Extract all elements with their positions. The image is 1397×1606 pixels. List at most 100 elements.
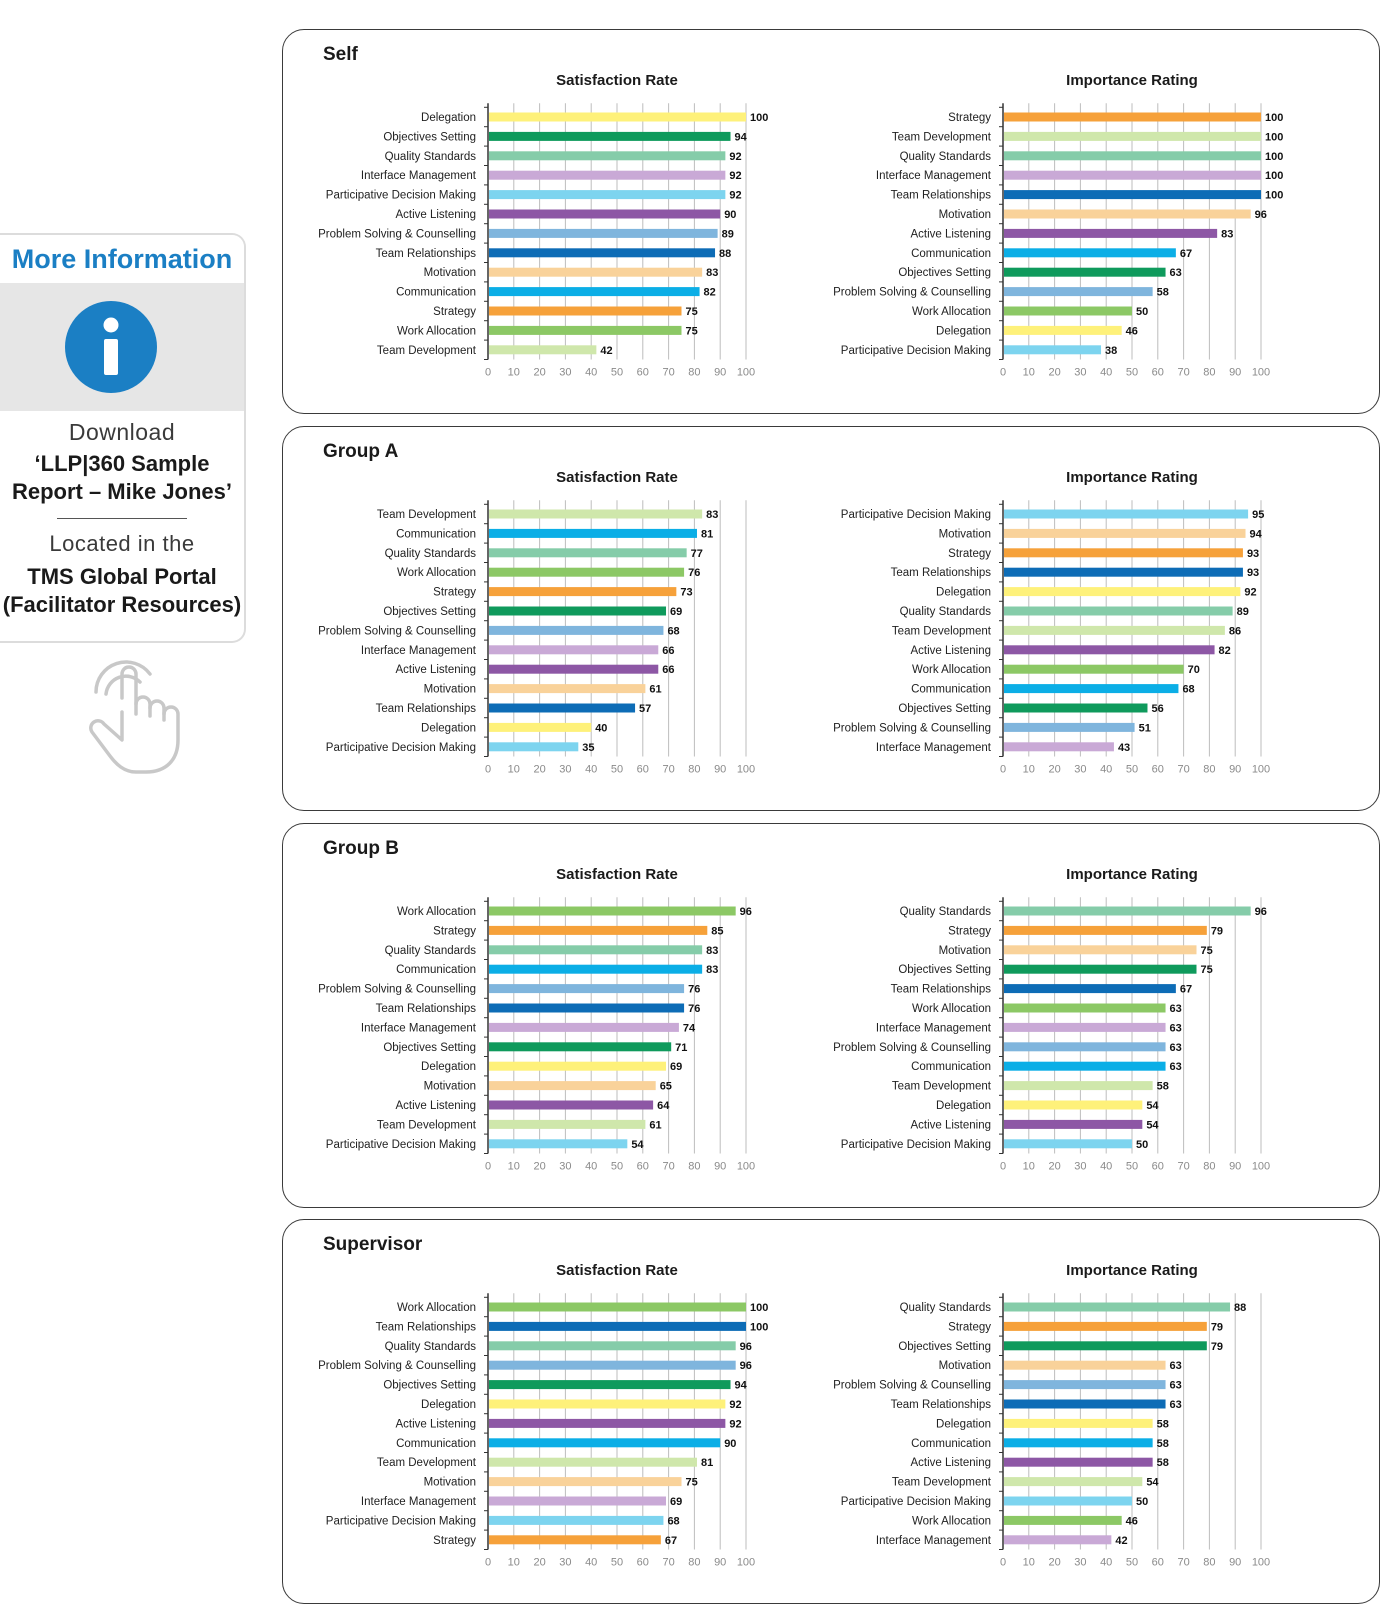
value-label: 100 xyxy=(750,112,768,124)
category-label: Objectives Setting xyxy=(383,1380,476,1392)
value-label: 83 xyxy=(1221,228,1233,240)
value-label: 61 xyxy=(649,684,661,696)
bar-communication xyxy=(1004,1061,1166,1071)
category-label: Objectives Setting xyxy=(898,267,991,279)
bar-participative-decision-making xyxy=(489,1139,628,1149)
tick-label: 20 xyxy=(533,367,545,379)
report-name-link[interactable]: ‘LLP|360 Sample Report – Mike Jones’ xyxy=(11,451,233,504)
category-label: Communication xyxy=(396,528,476,540)
category-label: Active Listening xyxy=(910,1119,991,1131)
category-label: Participative Decision Making xyxy=(841,1496,991,1508)
tick-label: 50 xyxy=(611,1557,623,1569)
value-label: 100 xyxy=(750,1321,768,1333)
bar-team-development xyxy=(1004,131,1261,141)
bar-interface-management xyxy=(1004,170,1261,180)
chart-title: Satisfaction Rate xyxy=(556,469,678,486)
category-label: Motivation xyxy=(939,209,991,221)
bar-motivation xyxy=(1004,945,1197,955)
value-label: 66 xyxy=(662,664,674,676)
bar-active-listening xyxy=(489,664,659,674)
tick-label: 0 xyxy=(485,367,491,379)
bar-strategy xyxy=(489,306,682,316)
bar-problem-solving-and-counselling xyxy=(489,228,718,238)
category-label: Participative Decision Making xyxy=(326,1515,476,1527)
self-panel: Self Satisfaction Rate 0 10 20 30 40 50 60 70 80 9… xyxy=(282,29,1380,414)
bar-quality-standards xyxy=(1004,1302,1231,1312)
category-label: Team Development xyxy=(377,509,477,521)
category-label: Problem Solving & Counselling xyxy=(318,1360,476,1372)
bar-motivation xyxy=(1004,528,1246,538)
category-label: Work Allocation xyxy=(912,664,991,676)
value-label: 74 xyxy=(683,1022,696,1034)
category-label: Problem Solving & Counselling xyxy=(833,722,991,734)
tick-label: 10 xyxy=(508,764,520,776)
chart-title: Importance Rating xyxy=(1066,469,1198,486)
category-label: Team Relationships xyxy=(891,984,992,996)
category-label: Delegation xyxy=(936,1418,991,1430)
value-label: 63 xyxy=(1170,1022,1182,1034)
satisfaction-rate-chart: Satisfaction Rate 0 10 20 30 40 50 60 70 80 90 100 D… xyxy=(318,72,768,379)
value-label: 58 xyxy=(1157,1438,1169,1450)
value-label: 63 xyxy=(1170,1360,1182,1372)
tick-label: 40 xyxy=(1100,1161,1112,1173)
bar-problem-solving-and-counselling xyxy=(1004,287,1153,297)
more-information-title: More Information xyxy=(0,235,244,283)
bar-objectives-setting xyxy=(489,131,731,141)
bar-active-listening xyxy=(489,1418,726,1428)
value-label: 67 xyxy=(665,1535,677,1547)
tick-label: 60 xyxy=(1152,1161,1164,1173)
category-label: Active Listening xyxy=(910,228,991,240)
category-label: Team Relationships xyxy=(376,703,477,715)
bar-team-development xyxy=(1004,1081,1153,1091)
tick-label: 20 xyxy=(1048,367,1060,379)
bar-interface-management xyxy=(1004,1022,1166,1032)
tick-label: 20 xyxy=(1048,764,1060,776)
category-label: Strategy xyxy=(948,925,991,937)
group-b-panel: Group B Satisfaction Rate 0 10 20 30 40 50 60 70… xyxy=(282,823,1380,1208)
tick-label: 30 xyxy=(1074,367,1086,379)
bar-active-listening xyxy=(1004,228,1218,238)
tick-label: 50 xyxy=(611,1161,623,1173)
tick-label: 80 xyxy=(688,367,700,379)
category-label: Active Listening xyxy=(395,664,476,676)
bar-work-allocation xyxy=(1004,1003,1166,1013)
download-label: Download xyxy=(68,419,176,445)
tick-label: 50 xyxy=(611,764,623,776)
tick-label: 20 xyxy=(533,1161,545,1173)
category-label: Interface Management xyxy=(361,645,477,657)
bar-team-development xyxy=(489,345,597,355)
category-label: Team Relationships xyxy=(376,1003,477,1015)
category-label: Communication xyxy=(396,287,476,299)
divider xyxy=(57,518,187,519)
value-label: 93 xyxy=(1247,567,1259,579)
value-label: 54 xyxy=(1146,1100,1159,1112)
value-label: 54 xyxy=(1146,1477,1159,1489)
bar-interface-management xyxy=(1004,742,1114,752)
value-label: 96 xyxy=(740,906,752,918)
value-label: 75 xyxy=(1201,945,1213,957)
bar-strategy xyxy=(489,925,708,935)
tick-label: 20 xyxy=(533,764,545,776)
group-a-panel: Group A Satisfaction Rate 0 10 20 30 40 50 60 70… xyxy=(282,426,1380,811)
value-label: 63 xyxy=(1170,1061,1182,1073)
category-label: Quality Standards xyxy=(385,945,477,957)
tick-label: 30 xyxy=(559,1161,571,1173)
bar-work-allocation xyxy=(1004,306,1132,316)
tick-label: 100 xyxy=(737,1557,755,1569)
value-label: 96 xyxy=(740,1341,752,1353)
portal-link[interactable]: TMS Global Portal (Facilitator Resources… xyxy=(2,564,242,617)
more-information-card[interactable]: More Information Download ‘LLP|360 Sampl… xyxy=(0,233,246,643)
value-label: 69 xyxy=(670,1496,682,1508)
bar-quality-standards xyxy=(489,548,687,558)
category-label: Strategy xyxy=(433,306,476,318)
tick-label: 100 xyxy=(1252,1557,1270,1569)
value-label: 46 xyxy=(1126,1515,1138,1527)
bar-participative-decision-making xyxy=(1004,345,1102,355)
category-label: Motivation xyxy=(424,1081,476,1093)
value-label: 54 xyxy=(631,1139,644,1151)
category-label: Active Listening xyxy=(910,645,991,657)
category-label: Participative Decision Making xyxy=(326,1139,476,1151)
tick-label: 100 xyxy=(1252,1161,1270,1173)
value-label: 40 xyxy=(595,722,607,734)
